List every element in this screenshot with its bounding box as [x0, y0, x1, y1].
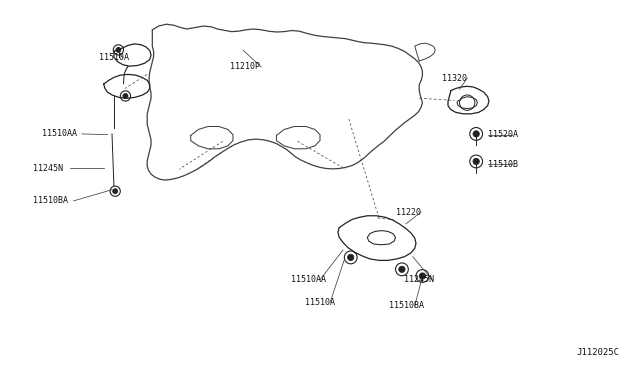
Text: 11520A: 11520A — [488, 130, 518, 139]
Text: 11220: 11220 — [396, 208, 420, 217]
Circle shape — [399, 266, 405, 273]
Text: 11510A: 11510A — [305, 298, 335, 307]
Circle shape — [116, 47, 121, 52]
Circle shape — [473, 131, 479, 137]
Circle shape — [419, 273, 426, 279]
Text: 11210P: 11210P — [230, 62, 260, 71]
Text: 11510AA: 11510AA — [42, 129, 77, 138]
Text: 11510BA: 11510BA — [33, 196, 68, 205]
Circle shape — [473, 158, 479, 165]
Circle shape — [123, 93, 128, 99]
Text: J112025C: J112025C — [577, 348, 620, 357]
Text: 11245N: 11245N — [33, 164, 63, 173]
Text: 11245N: 11245N — [404, 275, 435, 284]
Text: 11510A: 11510A — [99, 53, 129, 62]
Text: 11510B: 11510B — [488, 160, 518, 169]
Circle shape — [348, 254, 354, 261]
Text: 11510BA: 11510BA — [389, 301, 424, 310]
Text: 11320: 11320 — [442, 74, 467, 83]
Circle shape — [113, 189, 118, 194]
Text: 11510AA: 11510AA — [291, 275, 326, 284]
